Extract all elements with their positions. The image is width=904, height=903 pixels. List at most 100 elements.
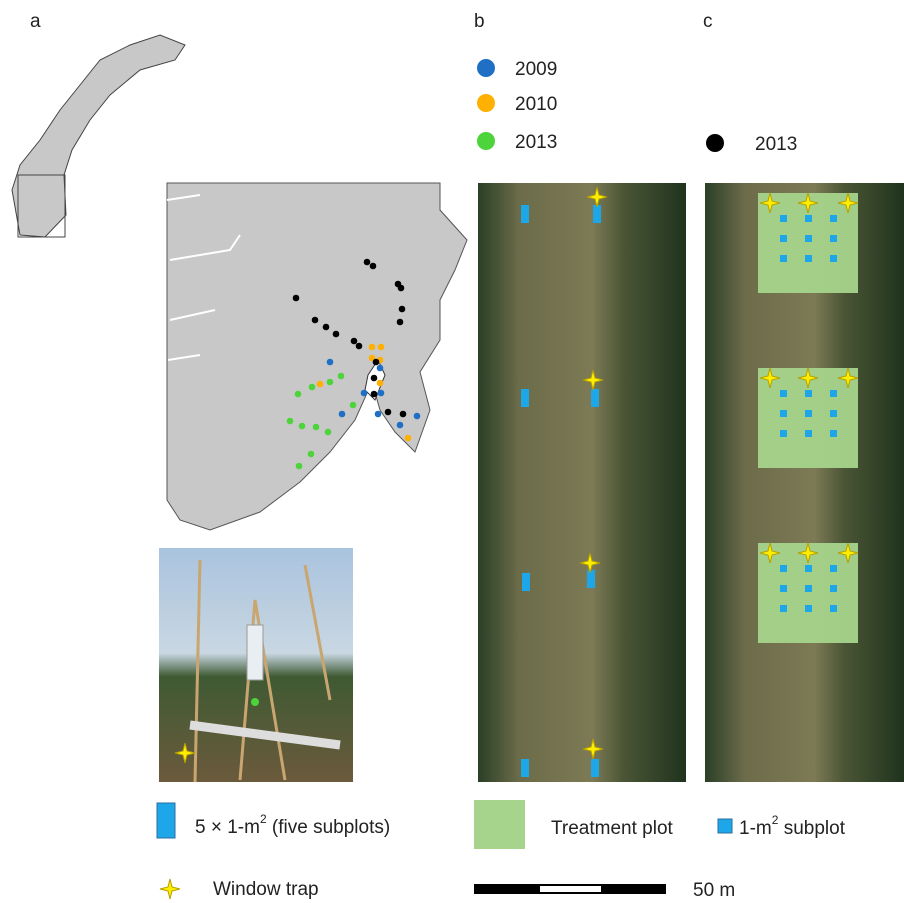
subplot-strip [587,570,595,588]
subplot [830,410,837,417]
subplot-strip [593,205,601,223]
text: subplot [778,818,845,839]
legend-label: Window trap [213,879,319,900]
subplot [830,430,837,437]
site-dot [396,318,404,326]
subplot [830,565,837,572]
site-dot [370,390,378,398]
text: 1-m [739,818,772,839]
site-dot [337,372,345,380]
site-dot [363,258,371,266]
legend-label: 2009 [515,59,557,80]
subplot [805,430,812,437]
scale-bar [540,886,601,892]
site-dot [350,337,358,345]
site-dot [396,421,404,429]
legend-swatch [159,878,181,900]
subplot-strip [591,389,599,407]
legend-label: 5 × 1-m2 (five subplots) [195,812,390,838]
site-dot [326,378,334,386]
text: 5 × 1-m [195,817,260,838]
site-dot [377,343,385,351]
subplot [805,565,812,572]
scale-label: 50 m [693,880,735,901]
legend-dot [477,59,495,77]
legend-label: Treatment plot [551,818,674,839]
legend-label: 2013 [515,132,557,153]
site-dot [372,358,380,366]
year-legend: 2009 2010 2013 2013 [477,59,797,155]
site-dot [324,428,332,436]
subplot [780,410,787,417]
site-dot [399,410,407,418]
subplot [780,255,787,262]
site-dot [398,305,406,313]
overview-map [11,34,186,238]
legend-dot [706,134,724,152]
subplot-strip [521,205,529,223]
superscript: 2 [772,813,779,827]
site-dot [322,323,330,331]
site-dot [316,380,324,388]
subplot [805,215,812,222]
legend-dot [477,94,495,112]
panel-label: a [30,11,41,32]
subplot [780,390,787,397]
aerial-c [705,183,904,782]
site-dot [368,354,376,362]
site-dot [292,294,300,302]
site-dot [376,379,384,387]
subplot-strip [591,759,599,777]
subplot [780,565,787,572]
site-dot [286,417,294,425]
site-dot [374,410,382,418]
subplot-strip [522,573,530,591]
legend-swatch [717,818,733,834]
subplot [780,605,787,612]
site-dot [308,383,316,391]
panel-label: b [474,11,485,32]
site-dot [377,389,385,397]
text: (five subplots) [267,817,391,838]
bottom-legend: 5 × 1-m2 (five subplots) Treatment plot … [156,800,846,901]
site-dot [294,390,302,398]
subplot-strip [521,389,529,407]
legend-label: 2013 [755,134,797,155]
subplot [830,255,837,262]
subplot [780,235,787,242]
site-dot [360,389,368,397]
legend-swatch [156,802,176,839]
subplot [830,390,837,397]
site-dot [311,316,319,324]
site-dot [349,401,357,409]
subplot [805,255,812,262]
site-dot [413,412,421,420]
legend-swatch [474,800,525,849]
subplot [830,605,837,612]
panel-label: c [703,11,713,32]
subplot [805,605,812,612]
legend-label: 1-m2 subplot [739,813,846,839]
site-dot [404,434,412,442]
subplot [780,215,787,222]
subplot [805,585,812,592]
site-dot [307,450,315,458]
site-dot [332,330,340,338]
subplot [830,585,837,592]
subplot [830,235,837,242]
superscript: 2 [260,812,267,826]
subplot [805,390,812,397]
site-dot [355,342,363,350]
subplot [805,410,812,417]
site-dot [397,284,405,292]
legend-dot [477,132,495,150]
subplot [805,235,812,242]
subplot [780,585,787,592]
subplot [780,430,787,437]
site-dot [376,364,384,372]
site-dot [370,374,378,382]
aerial-b [478,183,686,782]
site-dot [338,410,346,418]
site-dot [369,262,377,270]
site-dot [384,408,392,416]
